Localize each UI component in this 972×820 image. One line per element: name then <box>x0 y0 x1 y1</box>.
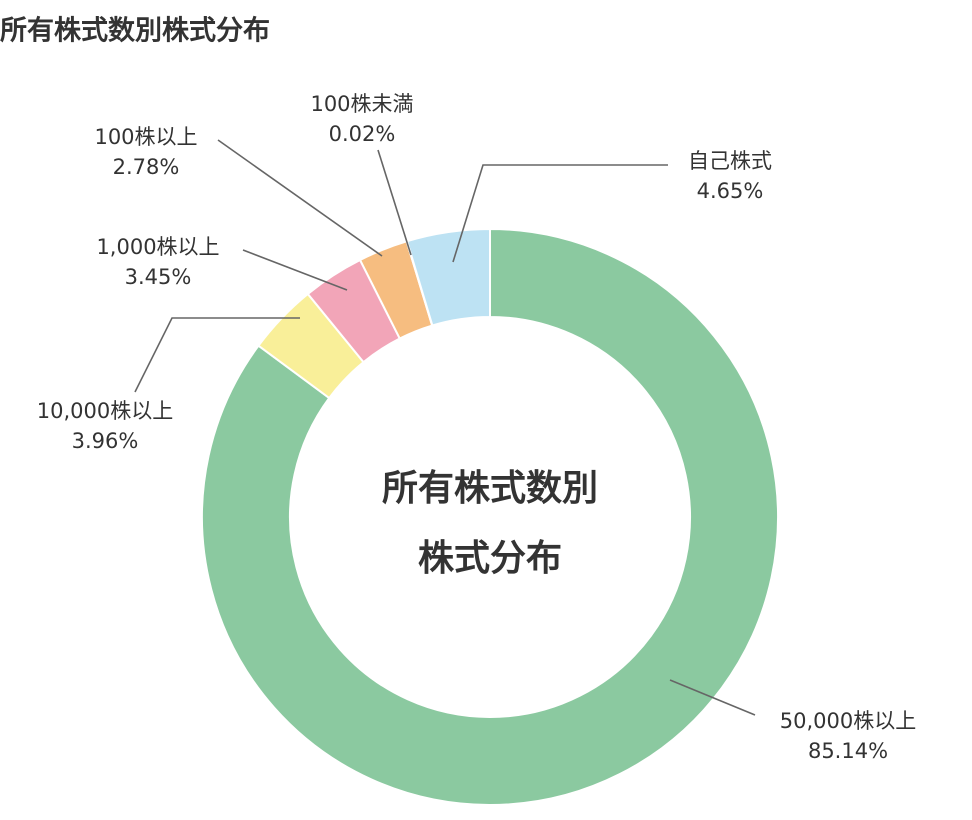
slice-label: 自己株式 <box>688 149 772 173</box>
slice-label: 1,000株以上 <box>96 235 219 259</box>
slice-value-label: 3.45% <box>125 265 192 289</box>
slice-label: 100株以上 <box>94 125 197 149</box>
center-label: 所有株式数別 <box>382 468 598 509</box>
leader-line <box>377 149 412 256</box>
slice-value-label: 85.14% <box>808 739 888 763</box>
slice-value-label: 3.96% <box>72 429 139 453</box>
donut-slice <box>405 227 491 327</box>
slice-label: 50,000株以上 <box>780 709 916 733</box>
slice-value-label: 0.02% <box>329 122 396 146</box>
leader-line <box>242 249 348 291</box>
center-label: 株式分布 <box>418 538 562 579</box>
chart-title: 所有株式数別株式分布 <box>0 16 270 47</box>
slice-value-label: 2.78% <box>113 155 180 179</box>
slice-label: 100株未満 <box>310 92 413 116</box>
leader-line <box>452 164 668 263</box>
leader-line <box>669 679 756 716</box>
donut-slice <box>201 227 779 806</box>
leader-line <box>134 317 300 393</box>
leader-line <box>217 139 383 257</box>
slice-value-label: 4.65% <box>697 179 764 203</box>
slice-label: 10,000株以上 <box>37 399 173 423</box>
